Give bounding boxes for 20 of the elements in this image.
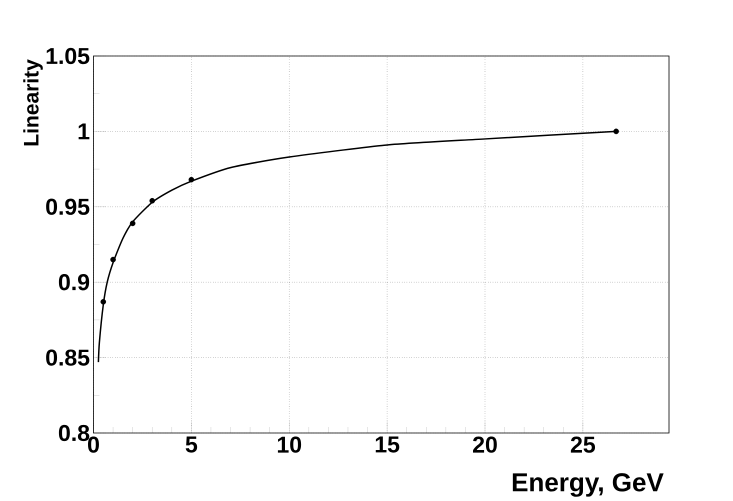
point — [110, 256, 116, 262]
x-tick-label: 15 — [376, 436, 400, 453]
x-tick-label: 5 — [186, 436, 198, 453]
point — [130, 220, 136, 226]
y-tick-label: 1.05 — [46, 48, 90, 64]
y-axis-title: Linearity — [23, 59, 43, 146]
point — [613, 128, 619, 134]
y-tick-label: 0.9 — [58, 274, 90, 290]
x-tick-label: 0 — [88, 436, 99, 453]
x-tick-label: 25 — [570, 436, 596, 453]
point — [100, 299, 106, 305]
y-tick-label: 0.8 — [58, 424, 90, 442]
point — [149, 198, 156, 204]
x-tick-label: 20 — [473, 436, 497, 453]
y-tick-label: 1 — [78, 123, 90, 140]
y-tick-label: 0.85 — [46, 349, 90, 366]
x-tick-label: 10 — [278, 436, 302, 453]
y-tick-label: 0.95 — [46, 198, 90, 215]
point — [188, 176, 194, 182]
x-axis-title: Energy, GeV — [512, 473, 664, 497]
